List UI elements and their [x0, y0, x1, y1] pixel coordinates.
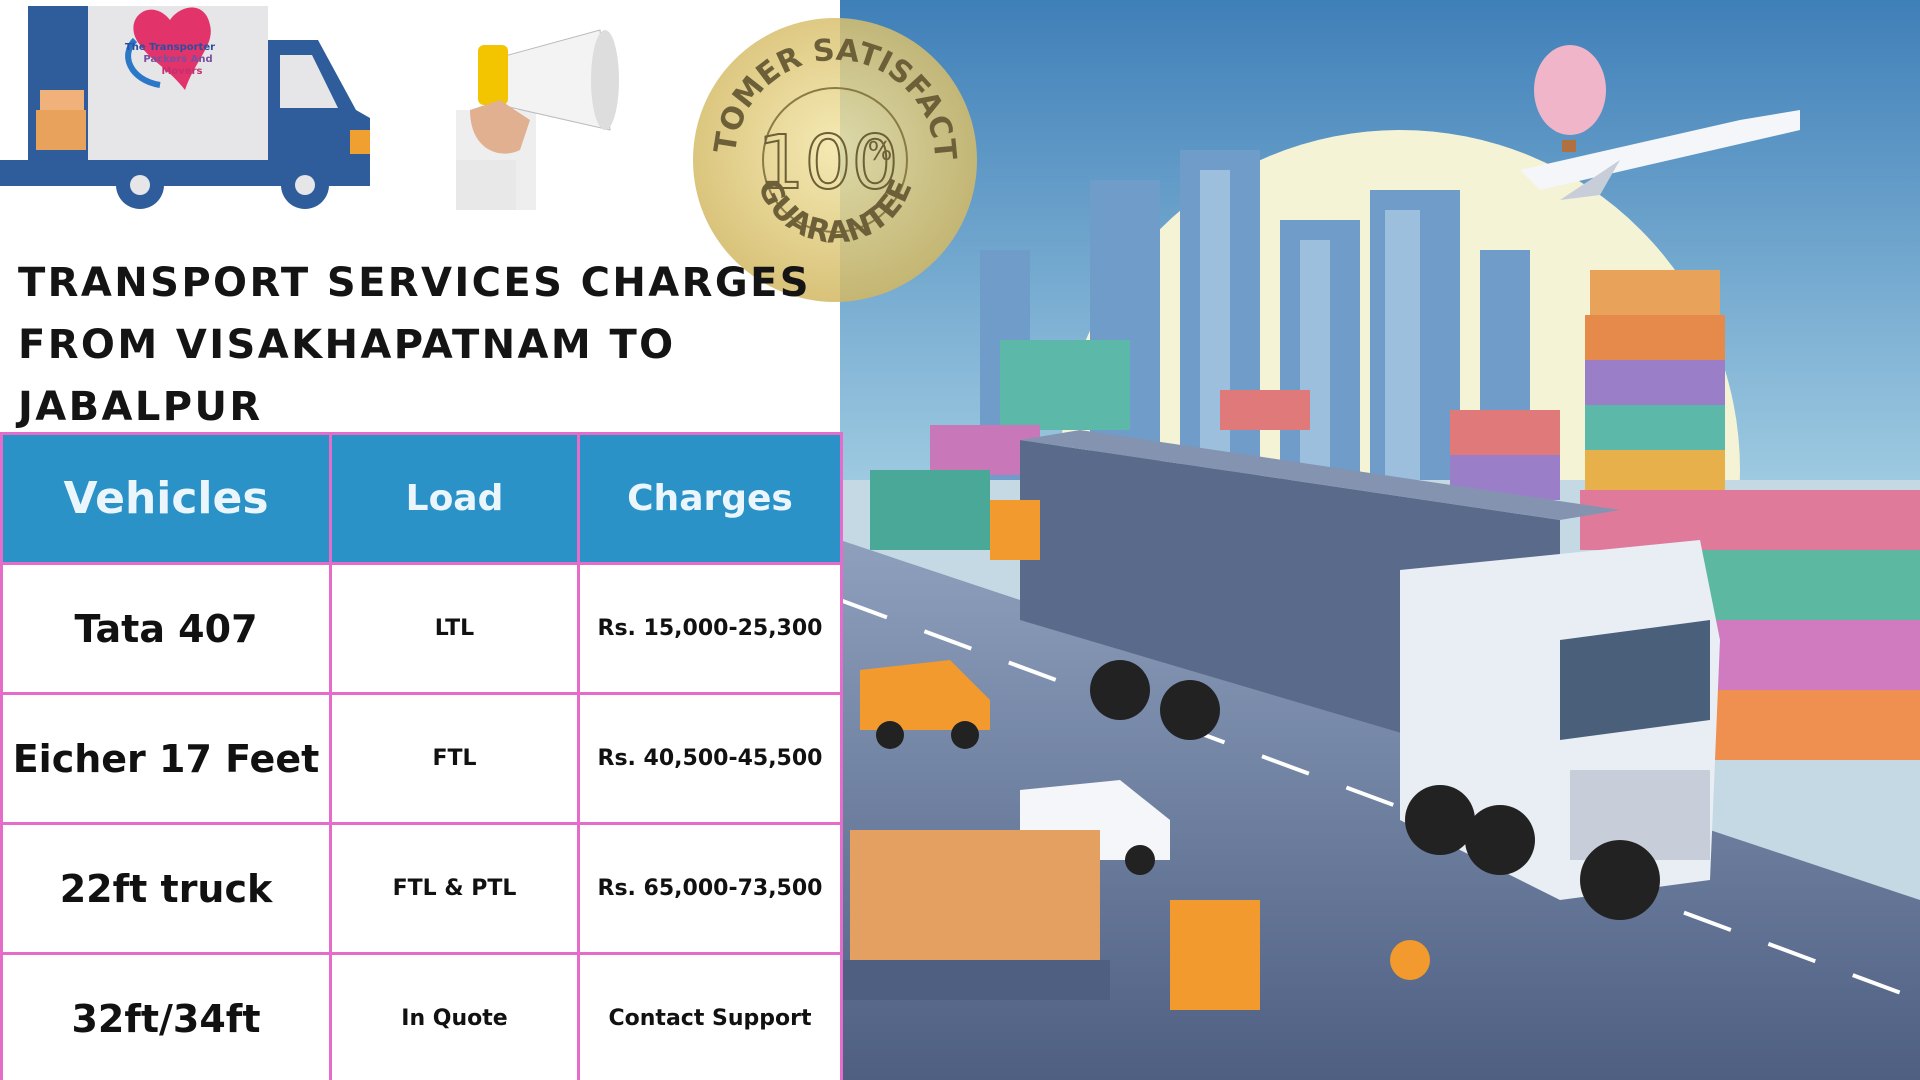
- illustration-part: [1200, 170, 1420, 500]
- guarantee-badge-part: [762, 87, 908, 233]
- info-panel: The Transporter Packers And Movers CUSTO…: [0, 0, 977, 1080]
- containers-part: [1585, 315, 1725, 360]
- moving-van-part: [133, 7, 211, 90]
- illustration-part-part: [1200, 170, 1230, 500]
- truck-part: [1570, 770, 1710, 860]
- sky-objects: [1520, 45, 1800, 200]
- table-row: 32ft/34ft In Quote Contact Support: [0, 952, 843, 1080]
- illustration-part-part: [1300, 240, 1330, 500]
- table-cell: Eicher 17 Feet: [0, 692, 332, 825]
- vehicles-part: [990, 500, 1040, 560]
- megaphone-part: [478, 45, 508, 105]
- sky-objects-part: [1562, 140, 1576, 152]
- table-cell: FTL & PTL: [329, 822, 580, 955]
- table-cell: Rs. 65,000-73,500: [577, 822, 843, 955]
- table-cell: Contact Support: [577, 952, 843, 1080]
- moving-van-part: [36, 110, 86, 150]
- illustration-part: [840, 598, 1920, 1002]
- table-cell: LTL: [329, 562, 580, 695]
- logo-text: The Transporter Packers And Movers: [125, 42, 215, 77]
- containers-part: [1000, 340, 1130, 385]
- containers-part: [1585, 360, 1725, 405]
- truck-part: [1405, 785, 1475, 855]
- table-cell: Rs. 15,000-25,300: [577, 562, 843, 695]
- vehicles-part: [850, 830, 1100, 980]
- sky-objects-part: [1534, 45, 1606, 135]
- table-cell: 32ft/34ft: [0, 952, 332, 1080]
- sky-objects-part: [1520, 110, 1800, 190]
- table-row: Tata 407 LTL Rs. 15,000-25,300: [0, 562, 843, 695]
- charges-table: Vehicles Load Charges Tata 407 LTL Rs. 15,00…: [0, 432, 843, 1080]
- table-body: Tata 407 LTL Rs. 15,000-25,300 Eicher 17 Fe…: [0, 562, 843, 1080]
- logo-line: Packers And: [143, 54, 212, 65]
- vehicles-part: [951, 721, 979, 749]
- badge-number: 100: [757, 120, 898, 206]
- megaphone-part: [456, 160, 516, 210]
- vehicles-part: [1125, 845, 1155, 875]
- title: TRANSPORT SERVICES CHARGES FROM VISAKHAP…: [18, 252, 811, 438]
- table-row: 22ft truck FTL & PTL Rs. 65,000-73,500: [0, 822, 843, 955]
- megaphone-part: [470, 100, 530, 154]
- containers-part: [1590, 270, 1720, 315]
- vehicles: [840, 470, 1430, 1010]
- truck-part: [1465, 805, 1535, 875]
- containers-part: [1580, 490, 1920, 550]
- header-row: Vehicles Load Charges: [0, 432, 843, 565]
- column-header: Charges: [577, 432, 843, 565]
- column-header: Load: [329, 432, 580, 565]
- sky-objects-part: [1560, 160, 1620, 200]
- containers-part: [1585, 450, 1725, 495]
- vehicles-part: [876, 721, 904, 749]
- moving-van-part: [350, 130, 370, 154]
- vehicles-part: [1390, 940, 1430, 980]
- containers-part: [1220, 390, 1310, 430]
- table-cell: Tata 407: [0, 562, 332, 695]
- truck-part: [1580, 840, 1660, 920]
- moving-van-part: [295, 175, 315, 195]
- containers-part: [1000, 385, 1130, 430]
- illustration-part-part: [1385, 210, 1420, 500]
- vehicles-part: [860, 660, 990, 730]
- truck-part: [1160, 680, 1220, 740]
- moving-van: [0, 6, 370, 209]
- table-cell: In Quote: [329, 952, 580, 1080]
- table-cell: Rs. 40,500-45,500: [577, 692, 843, 825]
- column-header: Vehicles: [0, 432, 332, 565]
- title-line: JABALPUR: [18, 384, 263, 430]
- illustration: [840, 0, 1920, 1080]
- truck-part: [1560, 620, 1710, 740]
- moving-van-part: [280, 55, 338, 108]
- logo-line: The Transporter: [125, 42, 215, 53]
- logo-line: Movers: [161, 66, 202, 77]
- truck: [1020, 430, 1720, 920]
- truck-part: [1090, 660, 1150, 720]
- header-art: The Transporter Packers And Movers CUSTO…: [0, 0, 977, 302]
- megaphone: [456, 29, 619, 210]
- vehicles-part: [870, 470, 990, 550]
- badge-unit: %: [868, 137, 893, 167]
- vehicles-part: [840, 960, 1110, 1000]
- moving-van-part: [125, 37, 161, 88]
- table-head: Vehicles Load Charges: [0, 432, 843, 565]
- table-cell: FTL: [329, 692, 580, 825]
- containers-part: [1450, 410, 1560, 455]
- title-line: TRANSPORT SERVICES CHARGES: [18, 260, 812, 306]
- vehicles-part: [1170, 900, 1260, 1010]
- title-line: FROM VISAKHAPATNAM TO: [18, 322, 676, 368]
- truck-part: [1020, 430, 1620, 520]
- megaphone-part: [591, 30, 619, 130]
- guarantee-badge-part: [693, 18, 977, 302]
- containers-part: [1585, 405, 1725, 450]
- moving-van-part: [130, 175, 150, 195]
- table-cell: 22ft truck: [0, 822, 332, 955]
- table-row: Eicher 17 Feet FTL Rs. 40,500-45,500: [0, 692, 843, 825]
